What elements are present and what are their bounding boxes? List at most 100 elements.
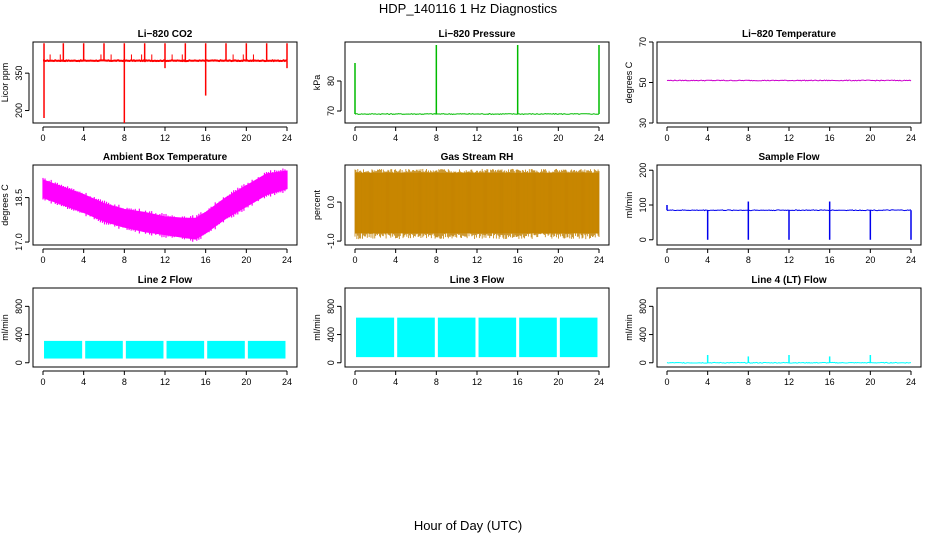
x-tick-label: 8 xyxy=(746,133,751,143)
y-tick-label: 0 xyxy=(638,360,648,365)
series-block xyxy=(125,340,164,359)
x-tick-label: 12 xyxy=(472,133,482,143)
x-tick-label: 24 xyxy=(906,255,916,265)
x-tick-label: 20 xyxy=(553,133,563,143)
x-tick-label: 12 xyxy=(784,377,794,387)
y-tick-label: 200 xyxy=(638,163,648,178)
panel-3: Ambient Box Temperature degrees C 0 4 8 12 16 2… xyxy=(0,152,298,265)
y-tick-label: 200 xyxy=(14,103,24,118)
y-tick-label: 30 xyxy=(638,118,648,128)
panel-title: Line 2 Flow xyxy=(138,275,193,286)
series-block xyxy=(85,340,123,359)
x-tick-label: 0 xyxy=(40,255,45,265)
x-tick-label: 24 xyxy=(282,377,292,387)
x-tick-label: 16 xyxy=(825,255,835,265)
panel-4: Gas Stream RH percent 0 4 8 12 16 20 24 -1.0 0.0 xyxy=(312,152,610,265)
x-tick-label: 12 xyxy=(160,133,170,143)
y-tick-label: 80 xyxy=(326,76,336,86)
x-tick-label: 12 xyxy=(160,377,170,387)
x-tick-label: 0 xyxy=(40,133,45,143)
x-tick-label: 0 xyxy=(664,255,669,265)
x-tick-label: 20 xyxy=(865,133,875,143)
plot-frame xyxy=(656,287,922,368)
x-tick-label: 0 xyxy=(664,377,669,387)
x-tick-label: 8 xyxy=(434,133,439,143)
panel-title: Li−820 Pressure xyxy=(439,29,516,40)
y-tick-label: 800 xyxy=(14,299,24,314)
y-tick-label: 350 xyxy=(14,66,24,81)
plot-frame xyxy=(344,41,610,124)
x-tick-label: 16 xyxy=(825,133,835,143)
series-block xyxy=(519,317,557,358)
x-tick-label: 24 xyxy=(282,133,292,143)
x-tick-label: 20 xyxy=(241,133,251,143)
x-tick-label: 16 xyxy=(825,377,835,387)
x-tick-label: 12 xyxy=(160,255,170,265)
x-tick-label: 16 xyxy=(513,255,523,265)
x-tick-label: 16 xyxy=(201,377,211,387)
x-tick-label: 20 xyxy=(553,377,563,387)
panel-title: Line 4 (LT) Flow xyxy=(751,275,827,286)
plot-frame xyxy=(344,164,610,246)
series-block xyxy=(478,317,517,358)
x-tick-label: 0 xyxy=(352,377,357,387)
x-tick-label: 4 xyxy=(81,377,86,387)
panel-title: Li−820 CO2 xyxy=(138,29,193,40)
x-tick-label: 4 xyxy=(81,133,86,143)
y-axis-label: degrees C xyxy=(0,184,10,226)
x-tick-label: 4 xyxy=(705,133,710,143)
y-tick-label: 800 xyxy=(638,299,648,314)
x-tick-label: 24 xyxy=(906,377,916,387)
series-line xyxy=(354,113,600,115)
y-tick-label: 100 xyxy=(638,197,648,212)
x-tick-label: 20 xyxy=(241,255,251,265)
panel-title: Sample Flow xyxy=(758,152,819,163)
plot-frame xyxy=(656,164,922,246)
panel-0: Li−820 CO2 Licor ppm 0 4 8 12 16 20 24 200 350 xyxy=(0,29,298,143)
x-axis-caption: Hour of Day (UTC) xyxy=(413,518,523,533)
y-tick-label: 0 xyxy=(14,360,24,365)
panel-2: Li−820 Temperature degrees C 0 4 8 12 16 20 24 30… xyxy=(624,29,922,143)
series-line xyxy=(666,79,912,82)
y-tick-label: 0 xyxy=(326,360,336,365)
x-tick-label: 12 xyxy=(472,255,482,265)
x-tick-label: 0 xyxy=(352,133,357,143)
y-axis-label: degrees C xyxy=(624,61,634,103)
y-tick-label: 0.0 xyxy=(326,196,336,209)
x-tick-label: 8 xyxy=(122,133,127,143)
series-block xyxy=(207,340,245,359)
y-tick-label: 400 xyxy=(14,327,24,342)
x-tick-label: 8 xyxy=(122,255,127,265)
series-block xyxy=(356,317,395,358)
y-tick-label: -1.0 xyxy=(326,233,336,249)
x-tick-label: 4 xyxy=(705,255,710,265)
y-tick-label: 17.0 xyxy=(14,233,24,251)
series-block xyxy=(559,317,598,358)
plot-frame xyxy=(32,41,298,124)
panel-1: Li−820 Pressure kPa 0 4 8 12 16 20 24 70 80 xyxy=(312,29,610,143)
x-tick-label: 4 xyxy=(705,377,710,387)
x-tick-label: 12 xyxy=(472,377,482,387)
y-tick-label: 400 xyxy=(326,327,336,342)
x-tick-label: 24 xyxy=(594,133,604,143)
x-tick-label: 24 xyxy=(906,133,916,143)
y-axis-label: ml/min xyxy=(624,314,634,341)
x-tick-label: 0 xyxy=(40,377,45,387)
plot-frame xyxy=(32,164,298,246)
y-axis-label: ml/min xyxy=(0,314,10,341)
y-tick-label: 800 xyxy=(326,299,336,314)
x-tick-label: 0 xyxy=(664,133,669,143)
y-tick-label: 400 xyxy=(638,327,648,342)
y-tick-label: 70 xyxy=(326,106,336,116)
y-axis-label: kPa xyxy=(312,75,322,91)
x-tick-label: 20 xyxy=(553,255,563,265)
series-block xyxy=(437,317,476,358)
y-tick-label: 70 xyxy=(638,37,648,47)
panel-title: Li−820 Temperature xyxy=(742,29,836,40)
x-tick-label: 16 xyxy=(201,255,211,265)
y-tick-label: 18.5 xyxy=(14,189,24,207)
y-axis-label: percent xyxy=(312,189,322,220)
panel-5: Sample Flow ml/min 0 4 8 12 16 20 24 0 100 200 xyxy=(624,152,922,265)
x-tick-label: 8 xyxy=(434,377,439,387)
